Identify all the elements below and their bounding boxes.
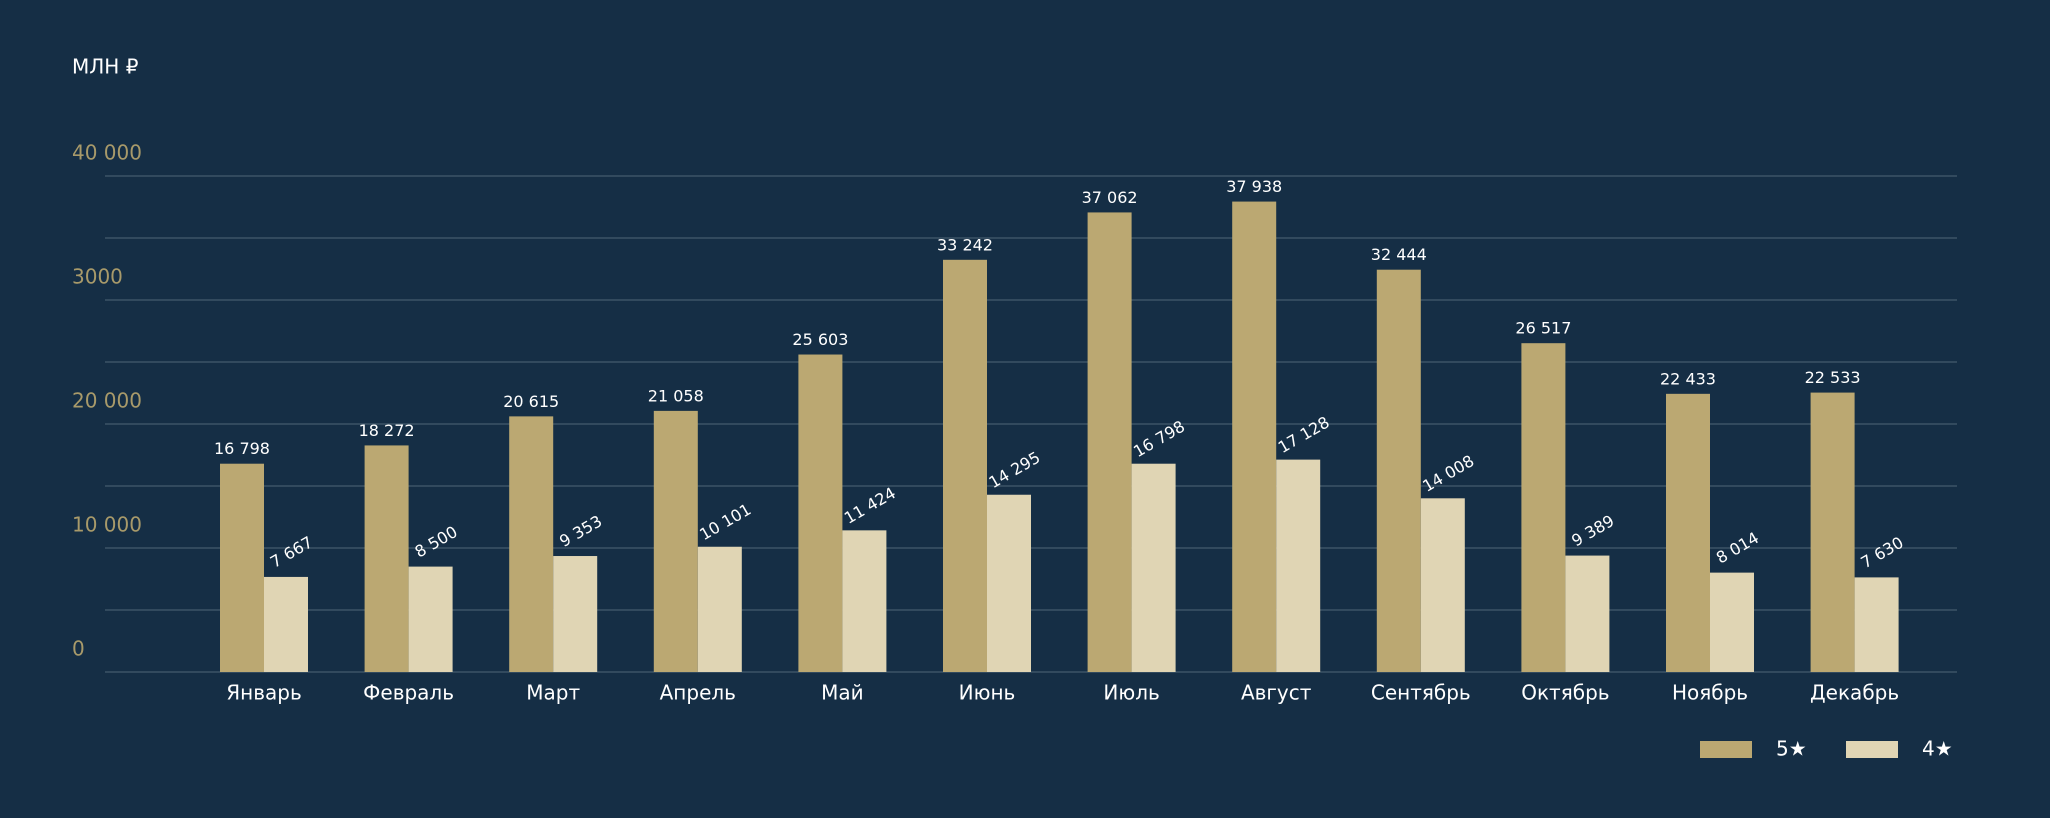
x-tick-label: Ноябрь	[1672, 681, 1748, 705]
bar	[1521, 343, 1566, 672]
value-label: 25 603	[792, 330, 848, 349]
bar	[1666, 393, 1710, 672]
value-label: 11 424	[841, 483, 899, 527]
value-label: 16 798	[214, 439, 270, 458]
y-tick-label: 20 000	[72, 389, 142, 413]
value-label: 18 272	[359, 421, 415, 440]
bar	[1810, 392, 1855, 672]
bar	[798, 354, 843, 672]
y-tick-label: 10 000	[72, 513, 142, 537]
x-tick-label: Октябрь	[1521, 681, 1609, 705]
value-label: 37 938	[1226, 177, 1282, 196]
bar	[1276, 459, 1321, 672]
legend-label: 4★	[1922, 737, 1953, 761]
bar	[1087, 212, 1132, 672]
bar	[553, 556, 598, 672]
bar	[1376, 269, 1421, 672]
value-label: 22 533	[1805, 368, 1861, 387]
legend-swatch	[1700, 741, 1752, 758]
value-label: 9 353	[556, 511, 605, 550]
x-tick-label: Январь	[226, 681, 302, 705]
value-label: 14 008	[1419, 451, 1477, 495]
value-label: 8 500	[412, 522, 461, 561]
x-tick-label: Декабрь	[1810, 681, 1899, 705]
x-tick-label: Июнь	[959, 681, 1016, 705]
y-tick-label: 3000	[72, 265, 123, 289]
bar	[697, 546, 742, 672]
bar	[264, 576, 308, 672]
value-label: 9 389	[1568, 511, 1617, 550]
bar	[842, 530, 887, 672]
bar	[1232, 201, 1277, 673]
value-label: 26 517	[1515, 319, 1571, 338]
bar	[987, 494, 1031, 672]
value-label: 17 128	[1275, 413, 1333, 457]
bar	[509, 416, 554, 672]
x-tick-label: Май	[821, 681, 864, 705]
x-tick-label: Март	[526, 681, 580, 705]
value-label: 33 242	[937, 235, 993, 254]
legend-swatch	[1846, 741, 1898, 758]
x-tick-label: Сентябрь	[1371, 681, 1471, 705]
bar	[1710, 572, 1754, 672]
legend-label: 5★	[1776, 737, 1807, 761]
x-tick-label: Август	[1241, 681, 1312, 705]
bar	[408, 566, 453, 672]
value-label: 20 615	[503, 392, 559, 411]
value-label: 21 058	[648, 386, 704, 405]
x-tick-label: Июль	[1103, 681, 1159, 705]
y-tick-label: 0	[72, 637, 85, 661]
bar	[364, 445, 409, 672]
bar	[220, 463, 264, 672]
value-label: 10 101	[696, 500, 754, 544]
value-label: 32 444	[1371, 245, 1427, 264]
y-axis-unit: МЛН ₽	[72, 55, 139, 79]
y-tick-label: 40 000	[72, 141, 142, 165]
x-tick-label: Февраль	[363, 681, 454, 705]
bar	[1131, 463, 1176, 672]
value-label: 7 667	[267, 532, 316, 571]
x-tick-label: Апрель	[660, 681, 736, 705]
value-label: 37 062	[1082, 188, 1138, 207]
bar	[943, 259, 987, 672]
bar	[1854, 577, 1899, 672]
value-label: 8 014	[1713, 528, 1762, 567]
bar	[1420, 498, 1465, 672]
bar	[1565, 555, 1610, 672]
value-label: 22 433	[1660, 369, 1716, 388]
value-label: 7 630	[1858, 533, 1907, 572]
bar	[653, 410, 698, 672]
